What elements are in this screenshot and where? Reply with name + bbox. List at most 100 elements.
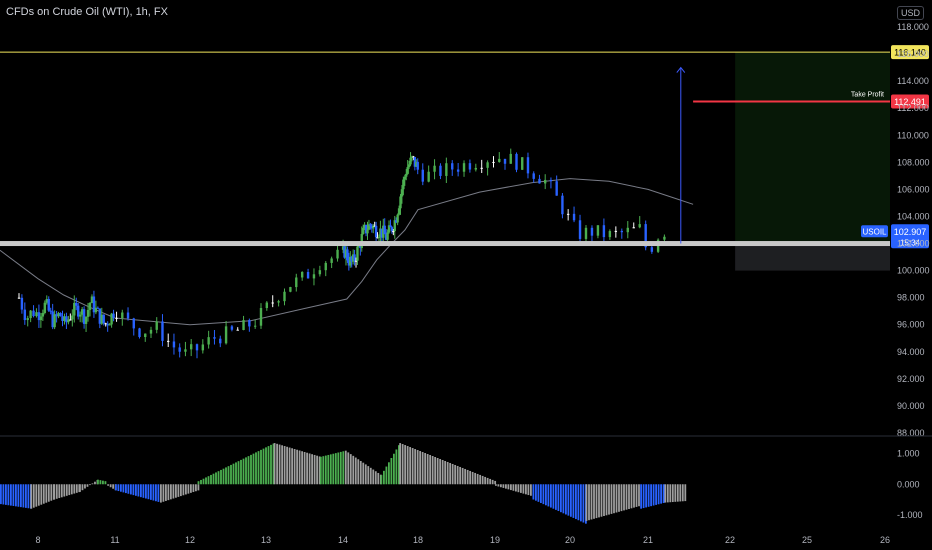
candle-body bbox=[26, 318, 29, 321]
candle-body bbox=[102, 314, 105, 324]
osc-bar bbox=[449, 462, 452, 485]
chart-title: CFDs on Crude Oil (WTI), 1h, FX bbox=[6, 6, 168, 18]
osc-bar bbox=[352, 455, 355, 485]
candle-body bbox=[155, 321, 158, 330]
candle-body bbox=[402, 179, 405, 190]
candle-body bbox=[195, 344, 199, 351]
osc-bar bbox=[210, 474, 212, 485]
osc-bar bbox=[197, 484, 200, 491]
osc-bar bbox=[197, 481, 200, 485]
candle-countdown: 15:34 bbox=[900, 238, 921, 247]
osc-bar bbox=[590, 484, 593, 520]
osc-bar bbox=[35, 484, 38, 507]
osc-bar bbox=[40, 484, 43, 505]
candle-body bbox=[405, 173, 408, 177]
osc-bar bbox=[613, 484, 615, 514]
osc-bar bbox=[15, 484, 17, 507]
osc-bar bbox=[349, 454, 352, 485]
candle-body bbox=[596, 225, 600, 236]
price-tick-label: 100.000 bbox=[897, 266, 930, 276]
candle-body bbox=[416, 161, 419, 170]
candle-body bbox=[363, 224, 366, 229]
time-tick-label: 20 bbox=[565, 535, 575, 545]
osc-bar bbox=[283, 446, 286, 485]
price-axis[interactable]: 118.000 116.000 114.000 112.000 110.000 108.0… bbox=[897, 22, 930, 438]
osc-bar bbox=[12, 484, 15, 506]
candle-body bbox=[384, 234, 388, 240]
osc-bar bbox=[540, 484, 542, 503]
candle-body bbox=[341, 246, 345, 250]
osc-bar bbox=[390, 458, 393, 485]
osc-bar bbox=[215, 472, 217, 485]
candle-body bbox=[543, 179, 547, 184]
osc-bar bbox=[303, 451, 306, 485]
osc-bar bbox=[286, 446, 288, 485]
osc-bar bbox=[570, 484, 572, 517]
osc-bar bbox=[267, 446, 270, 485]
candle-body bbox=[78, 314, 82, 317]
osc-bar bbox=[595, 484, 598, 519]
osc-bar bbox=[671, 484, 674, 503]
osc-bar bbox=[272, 443, 275, 485]
osc-bar bbox=[32, 484, 35, 508]
osc-bar bbox=[327, 454, 330, 485]
osc-bar bbox=[99, 480, 102, 485]
osc-bar bbox=[481, 475, 484, 485]
candle-body bbox=[492, 161, 495, 163]
support-line[interactable] bbox=[0, 241, 890, 247]
candle-body bbox=[360, 233, 363, 249]
candles bbox=[17, 148, 666, 359]
osc-bar bbox=[385, 466, 388, 485]
osc-bar bbox=[117, 484, 120, 492]
time-tick-label: 26 bbox=[880, 535, 890, 545]
osc-bar bbox=[598, 484, 600, 518]
candle-body bbox=[138, 328, 141, 338]
osc-bar bbox=[177, 484, 180, 497]
osc-bar bbox=[207, 476, 210, 485]
candle-body bbox=[98, 308, 102, 324]
candle-body bbox=[277, 301, 280, 303]
osc-bar bbox=[650, 484, 652, 507]
target-price-label: 116.140 bbox=[894, 48, 926, 58]
osc-bar bbox=[127, 484, 130, 494]
time-axis[interactable]: 8 11 12 13 14 18 19 20 21 22 25 26 bbox=[0, 435, 932, 545]
candle-body bbox=[172, 341, 176, 348]
candle-body bbox=[486, 162, 489, 168]
osc-bar bbox=[429, 455, 432, 485]
osc-bar bbox=[165, 484, 167, 501]
candle-body bbox=[73, 302, 76, 316]
symbol-tag bbox=[861, 225, 888, 238]
osc-bar bbox=[494, 480, 497, 485]
osc-bar bbox=[461, 467, 464, 485]
osc-bar bbox=[5, 484, 7, 505]
osc-bar bbox=[664, 484, 667, 503]
osc-bar bbox=[527, 484, 530, 496]
symbol-label: USOIL bbox=[862, 227, 887, 236]
osc-bar bbox=[620, 484, 623, 512]
candle-body bbox=[126, 312, 130, 319]
candle-body bbox=[390, 227, 394, 232]
candle-body bbox=[602, 225, 606, 238]
candle-body bbox=[259, 308, 263, 326]
osc-bar bbox=[250, 454, 252, 485]
osc-bar bbox=[334, 453, 337, 485]
osc-bar bbox=[112, 484, 115, 489]
candle-body bbox=[353, 254, 356, 261]
osc-bar bbox=[318, 456, 321, 485]
candle-body bbox=[555, 181, 558, 196]
osc-bar bbox=[157, 484, 160, 502]
candle-body bbox=[318, 270, 322, 275]
candle-body bbox=[456, 169, 460, 172]
osc-bar bbox=[575, 484, 577, 520]
candle-body bbox=[584, 227, 588, 239]
candle-body bbox=[396, 214, 399, 223]
osc-bar bbox=[399, 443, 402, 485]
price-tick-label: 102.000 bbox=[897, 239, 930, 249]
currency-button[interactable]: USD bbox=[897, 6, 925, 20]
candle-body bbox=[399, 196, 402, 209]
price-tick-label: 96.000 bbox=[897, 320, 925, 330]
osc-bar bbox=[97, 479, 99, 485]
osc-bar bbox=[585, 484, 588, 521]
osc-bar bbox=[73, 484, 76, 494]
